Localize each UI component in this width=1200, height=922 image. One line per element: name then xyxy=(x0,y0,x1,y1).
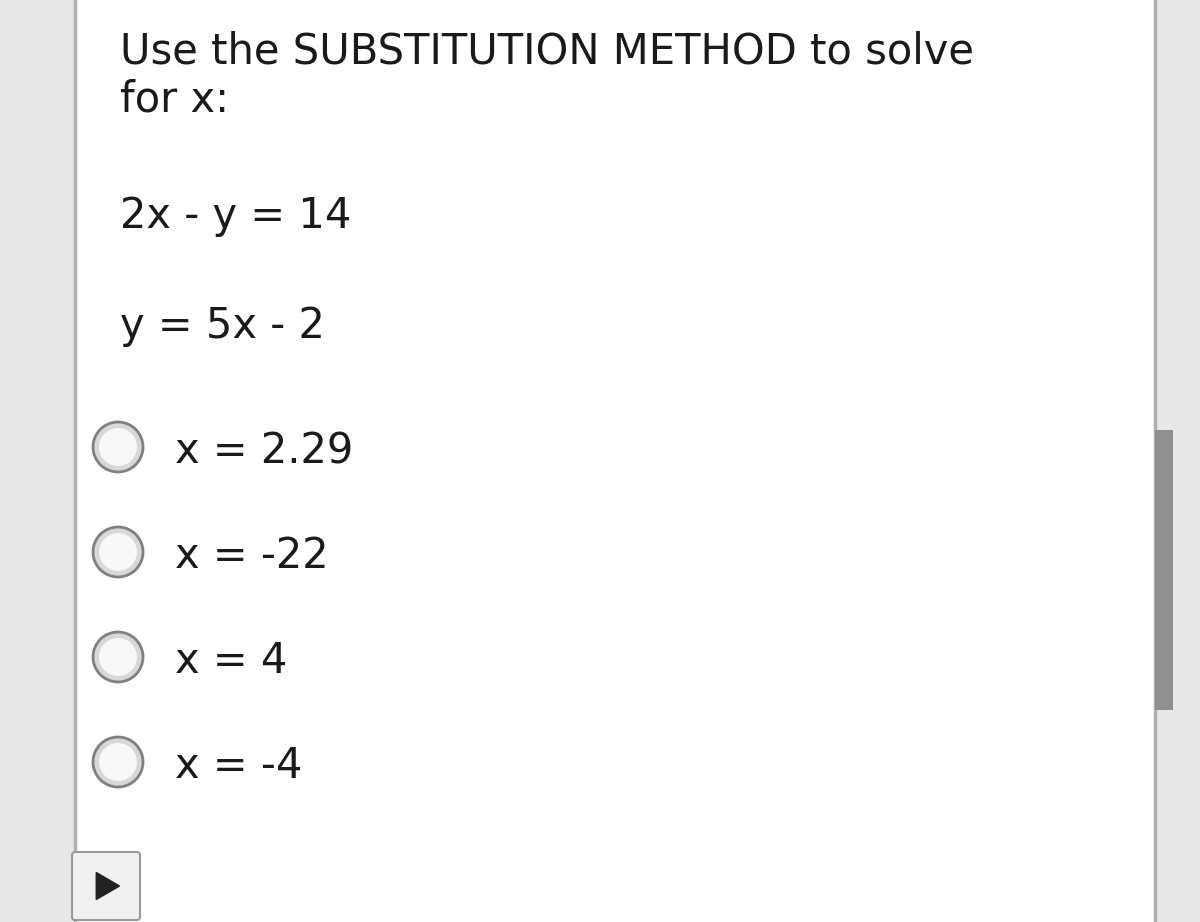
Circle shape xyxy=(94,527,143,577)
Text: x = -22: x = -22 xyxy=(175,535,329,577)
Text: Use the SUBSTITUTION METHOD to solve: Use the SUBSTITUTION METHOD to solve xyxy=(120,30,974,72)
Circle shape xyxy=(94,737,143,787)
Text: x = 2.29: x = 2.29 xyxy=(175,430,353,472)
Text: for x:: for x: xyxy=(120,78,229,120)
Text: y = 5x - 2: y = 5x - 2 xyxy=(120,305,325,347)
Text: x = -4: x = -4 xyxy=(175,745,302,787)
FancyBboxPatch shape xyxy=(72,852,140,920)
Polygon shape xyxy=(96,872,120,900)
Circle shape xyxy=(98,743,137,781)
Text: x = 4: x = 4 xyxy=(175,640,287,682)
Text: 2x - y = 14: 2x - y = 14 xyxy=(120,195,352,237)
Circle shape xyxy=(98,638,137,676)
Circle shape xyxy=(98,533,137,571)
Bar xyxy=(1154,430,1174,710)
Circle shape xyxy=(94,632,143,682)
Circle shape xyxy=(98,428,137,466)
Circle shape xyxy=(94,422,143,472)
